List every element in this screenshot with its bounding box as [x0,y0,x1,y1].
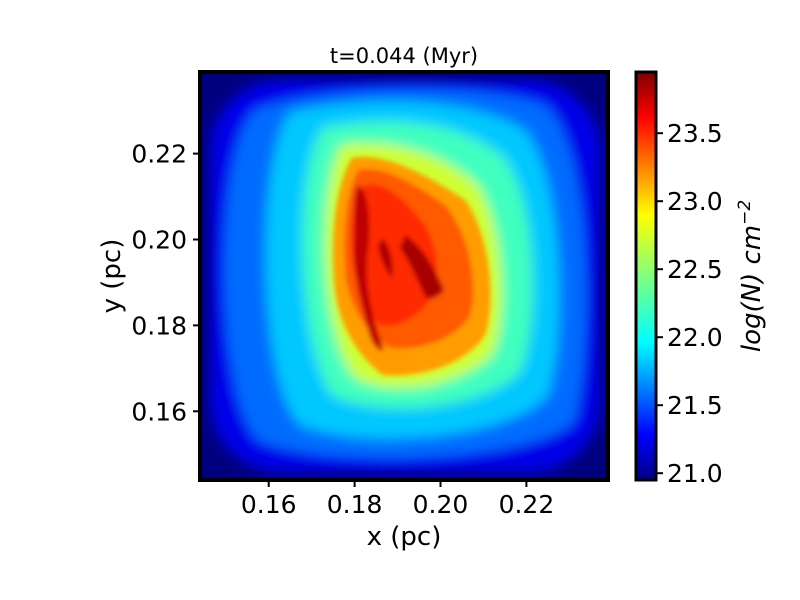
colorbar-tick-label: 21.5 [667,391,723,420]
x-axis-ticks: 0.16 0.18 0.20 0.22 [241,480,554,519]
x-tick-label: 0.18 [327,490,383,519]
x-tick-label: 0.20 [413,490,469,519]
colorbar-ticks: 21.0 21.5 22.0 22.5 23.0 23.5 [656,119,723,488]
x-tick-label: 0.22 [499,490,555,519]
colorbar-label-main: log(N) cm [737,225,767,352]
x-tick-label: 0.16 [241,490,297,519]
y-axis-ticks: 0.16 0.18 0.20 0.22 [131,140,200,426]
colorbar-tick-label: 23.5 [667,119,723,148]
colorbar-label-exponent: −2 [735,200,755,225]
x-axis-label: x (pc) [367,522,442,552]
plot-frame [198,70,610,482]
y-tick-label: 0.20 [131,225,187,254]
colorbar-tick-label: 21.0 [667,459,723,488]
heatmap [200,72,608,480]
colorbar-label: log(N) cm−2 [735,200,767,352]
chart-title: t=0.044 (Myr) [330,44,478,68]
y-tick-label: 0.22 [131,140,187,169]
colorbar-tick-label: 23.0 [667,187,723,216]
colorbar [634,70,658,482]
y-axis-label: y (pc) [97,239,127,314]
y-tick-label: 0.16 [131,397,187,426]
colorbar-tick-label: 22.0 [667,323,723,352]
colorbar-tick-label: 22.5 [667,255,723,284]
y-tick-label: 0.18 [131,311,187,340]
